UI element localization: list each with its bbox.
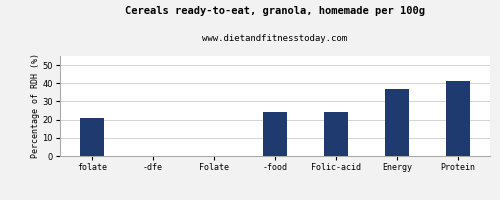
Y-axis label: Percentage of RDH (%): Percentage of RDH (%)	[30, 53, 40, 158]
Bar	[80, 118, 104, 156]
Bar	[263, 112, 287, 156]
Bar	[324, 112, 348, 156]
Text: Cereals ready-to-eat, granola, homemade per 100g: Cereals ready-to-eat, granola, homemade …	[125, 6, 425, 16]
Bar	[446, 81, 470, 156]
Text: www.dietandfitnesstoday.com: www.dietandfitnesstoday.com	[202, 34, 348, 43]
Bar	[385, 89, 409, 156]
